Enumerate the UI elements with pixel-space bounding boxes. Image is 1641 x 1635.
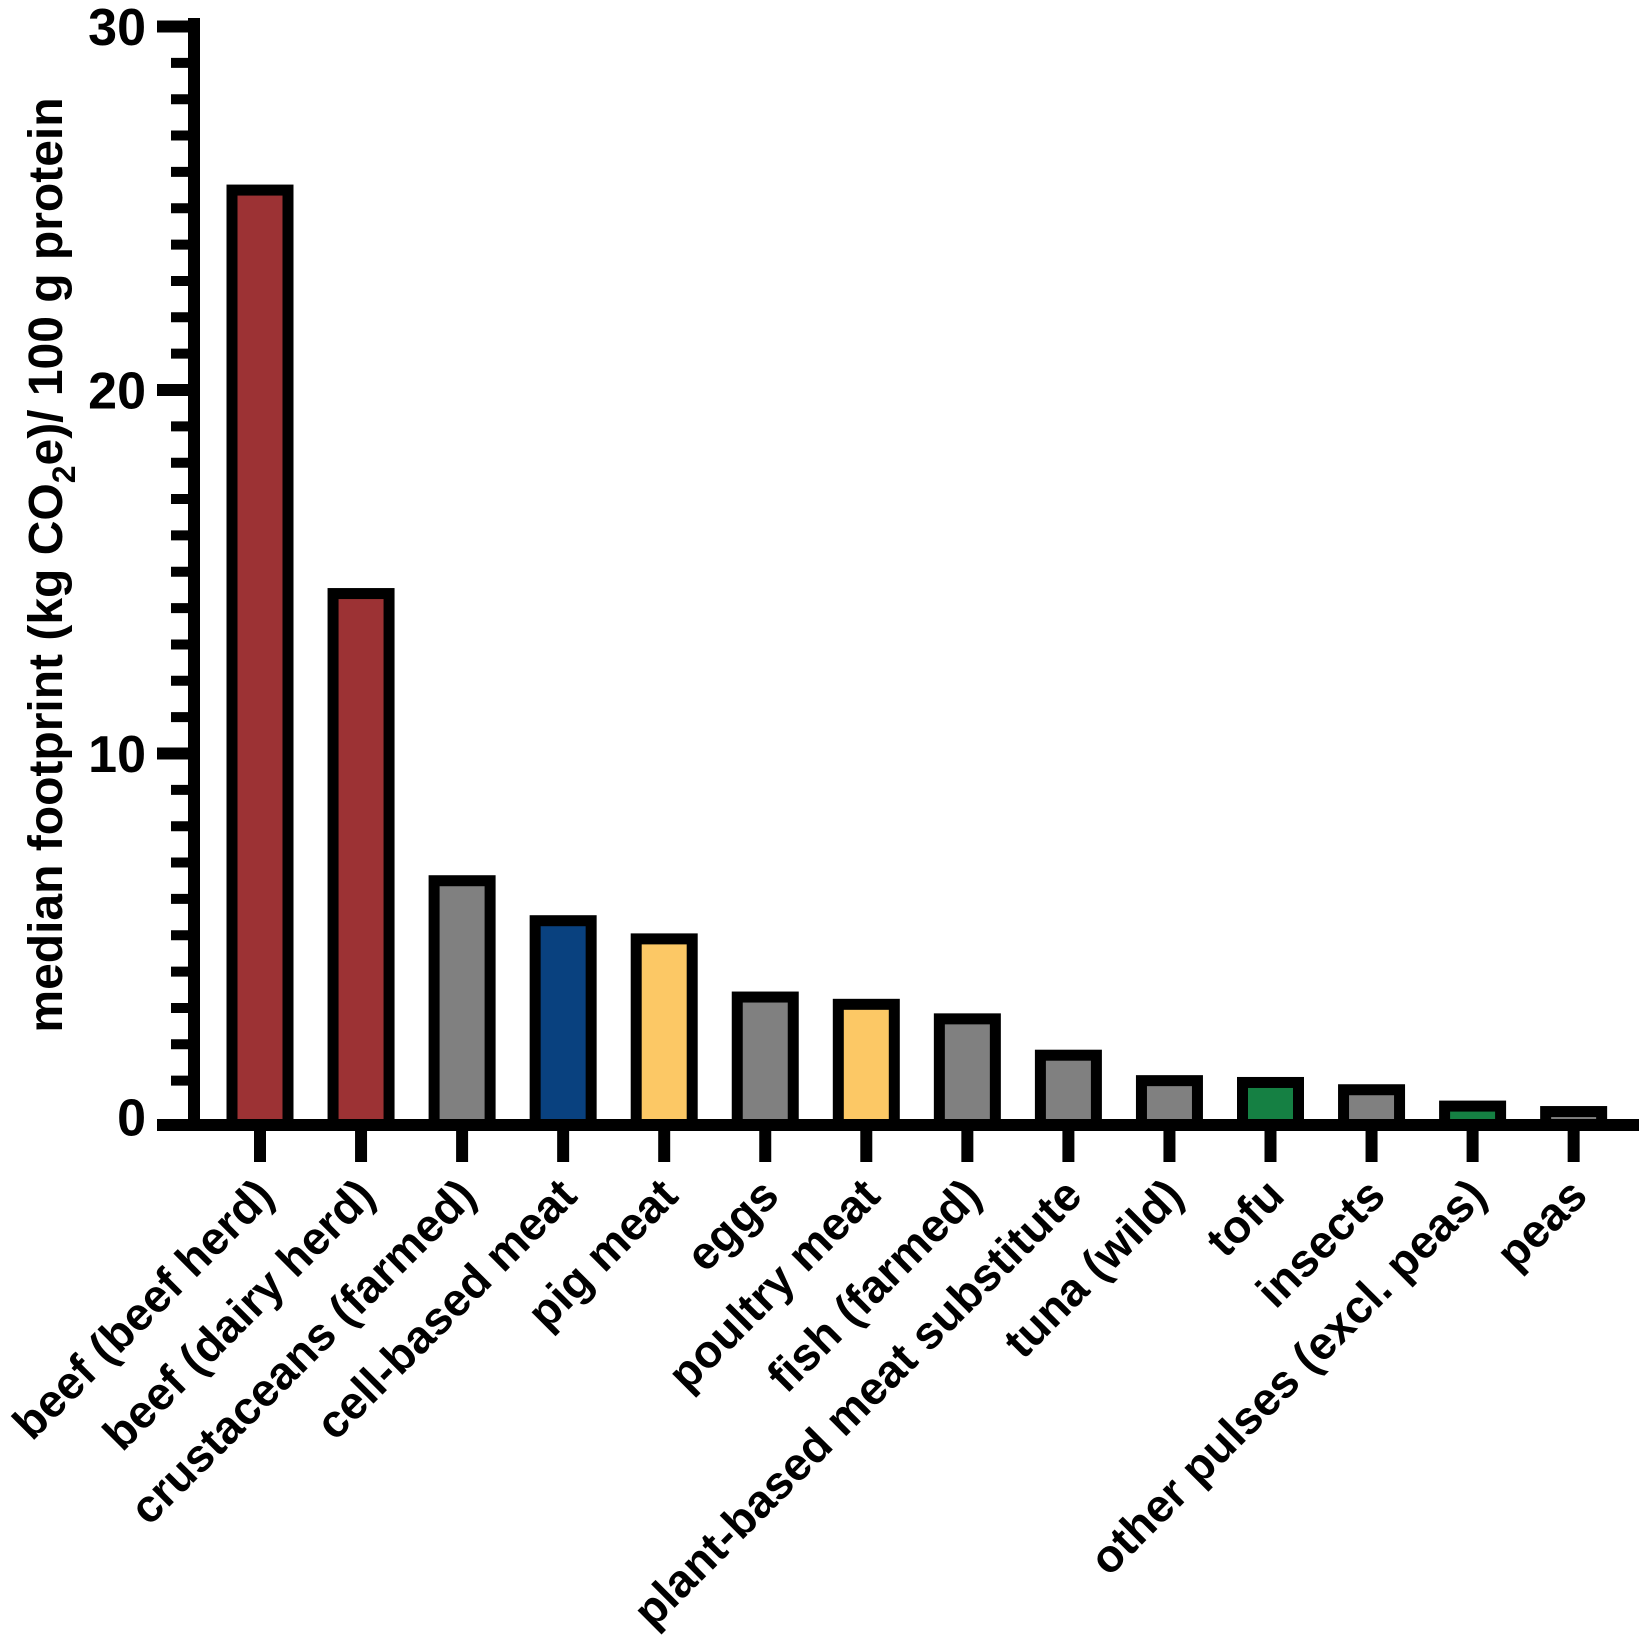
bar-series bbox=[226, 184, 1608, 1131]
bar-fish-farmed bbox=[933, 1013, 1001, 1131]
bar-plant-based-meat-substitute bbox=[1034, 1049, 1102, 1131]
bar-beef-dairy-herd bbox=[327, 588, 395, 1131]
bar-eggs bbox=[731, 991, 799, 1131]
bar-crustaceans-farmed bbox=[428, 875, 496, 1131]
bar-tuna-wild bbox=[1135, 1075, 1203, 1131]
bar-beef-beef-herd bbox=[226, 184, 294, 1131]
x-axis-ticks bbox=[254, 1131, 1580, 1162]
y-tick-label-30: 30 bbox=[88, 0, 146, 57]
bar-tofu bbox=[1237, 1076, 1304, 1131]
y-axis-title: median footprint (kg CO2e)/ 100 g protei… bbox=[20, 97, 82, 1032]
bar-pig-meat bbox=[630, 933, 698, 1131]
y-tick-label-20: 20 bbox=[88, 363, 146, 421]
bar-poultry-meat bbox=[832, 998, 900, 1131]
axes bbox=[157, 18, 1639, 1131]
bar-cell-based-meat bbox=[529, 915, 597, 1131]
y-axis-tick-labels: 0 10 20 30 bbox=[88, 0, 146, 1148]
y-tick-label-10: 10 bbox=[88, 726, 146, 784]
y-tick-label-0: 0 bbox=[117, 1090, 146, 1148]
y-axis-title-text: median footprint (kg CO2e)/ 100 g protei… bbox=[20, 97, 82, 1032]
